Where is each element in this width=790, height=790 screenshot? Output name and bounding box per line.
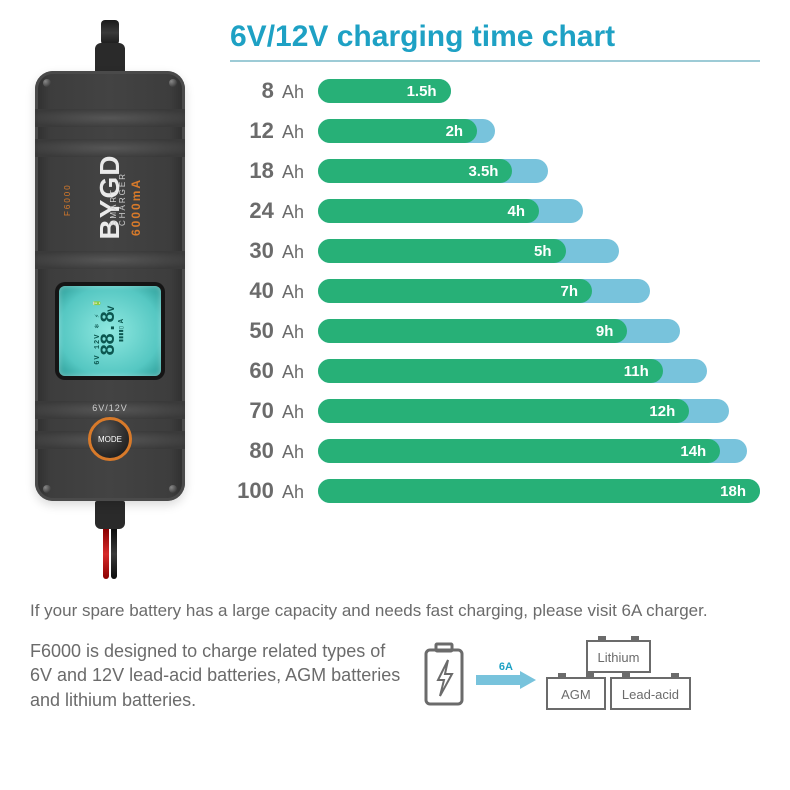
battery-type-box: Lead-acid <box>610 677 691 710</box>
capacity-label: 100 Ah <box>230 478 310 504</box>
caption-text: If your spare battery has a large capaci… <box>0 589 790 629</box>
chart-row: 8 Ah 1.5h <box>230 76 760 106</box>
chart-row: 12 Ah 2h <box>230 116 760 146</box>
chart-row: 30 Ah 5h <box>230 236 760 266</box>
bar-wrap: 5h <box>318 239 760 263</box>
battery-type-box: AGM <box>546 677 606 710</box>
bar-wrap: 3.5h <box>318 159 760 183</box>
device-lcd: 6V 12V ❄ ⚡ 🔋 88.8V ▮▮▮▮▯ A <box>59 286 161 376</box>
wire-black <box>111 529 117 579</box>
capacity-label: 70 Ah <box>230 398 310 424</box>
capacity-label: 40 Ah <box>230 278 310 304</box>
capacity-label: 18 Ah <box>230 158 310 184</box>
bar-foreground: 14h <box>318 439 720 463</box>
battery-bolt-icon <box>422 642 466 708</box>
wire-red <box>103 529 109 579</box>
chart-title: 6V/12V charging time chart <box>230 20 760 62</box>
chart-column: 6V/12V charging time chart 8 Ah 1.5h 12 Ah… <box>210 20 760 579</box>
bar-wrap: 2h <box>318 119 760 143</box>
bar-foreground: 7h <box>318 279 592 303</box>
chart-row: 18 Ah 3.5h <box>230 156 760 186</box>
mode-label: MODE <box>98 435 122 444</box>
screw-icon <box>169 485 177 493</box>
bar-wrap: 18h <box>318 479 760 503</box>
mode-button: MODE <box>88 417 132 461</box>
arrow-shape <box>476 671 536 689</box>
bar-wrap: 4h <box>318 199 760 223</box>
capacity-label: 30 Ah <box>230 238 310 264</box>
cable-top <box>101 20 119 45</box>
screw-icon <box>169 79 177 87</box>
charger-body: BYGD SMART CHARGER 6000mA F6000 6V 12V ❄… <box>35 71 185 501</box>
screw-icon <box>43 485 51 493</box>
device-volt-label: 6V/12V <box>35 403 185 413</box>
capacity-label: 12 Ah <box>230 118 310 144</box>
output-wires <box>103 529 117 579</box>
chart-row: 60 Ah 11h <box>230 356 760 386</box>
battery-type-box: Lithium <box>586 640 652 673</box>
bar-foreground: 1.5h <box>318 79 451 103</box>
bar-foreground: 18h <box>318 479 760 503</box>
cable-strain-relief <box>95 43 125 73</box>
device-illustration: BYGD SMART CHARGER 6000mA F6000 6V 12V ❄… <box>10 20 210 579</box>
page: BYGD SMART CHARGER 6000mA F6000 6V 12V ❄… <box>0 0 790 790</box>
bar-foreground: 9h <box>318 319 627 343</box>
bar-foreground: 12h <box>318 399 689 423</box>
chart-rows: 8 Ah 1.5h 12 Ah 2h 18 Ah 3.5h 24 Ah 4h 30 Ah 5h 40… <box>230 76 760 506</box>
battery-types: Lithium AGM Lead-acid <box>546 640 691 710</box>
device-subtext: SMART CHARGER <box>109 150 127 226</box>
capacity-label: 60 Ah <box>230 358 310 384</box>
bar-wrap: 12h <box>318 399 760 423</box>
chart-row: 50 Ah 9h <box>230 316 760 346</box>
bottom-icons: 6A Lithium AGM Lead-acid <box>422 640 760 710</box>
bar-foreground: 2h <box>318 119 477 143</box>
capacity-label: 80 Ah <box>230 438 310 464</box>
bar-foreground: 5h <box>318 239 566 263</box>
bottom-panel: F6000 is designed to charge related type… <box>0 629 790 732</box>
capacity-label: 24 Ah <box>230 198 310 224</box>
bar-wrap: 9h <box>318 319 760 343</box>
capacity-label: 50 Ah <box>230 318 310 344</box>
cable-strain-relief-bottom <box>95 501 125 529</box>
chart-row: 24 Ah 4h <box>230 196 760 226</box>
bar-wrap: 14h <box>318 439 760 463</box>
chart-row: 80 Ah 14h <box>230 436 760 466</box>
top-section: BYGD SMART CHARGER 6000mA F6000 6V 12V ❄… <box>0 0 790 589</box>
capacity-label: 8 Ah <box>230 78 310 104</box>
device-amperage: 6000mA <box>129 178 143 236</box>
bottom-description: F6000 is designed to charge related type… <box>30 639 402 712</box>
screw-icon <box>43 79 51 87</box>
bar-foreground: 3.5h <box>318 159 512 183</box>
bar-foreground: 11h <box>318 359 663 383</box>
device-model: F6000 <box>63 183 72 216</box>
bar-wrap: 11h <box>318 359 760 383</box>
chart-row: 100 Ah 18h <box>230 476 760 506</box>
chart-row: 40 Ah 7h <box>230 276 760 306</box>
arrow-icon: 6A <box>476 661 536 689</box>
chart-row: 70 Ah 12h <box>230 396 760 426</box>
lcd-readout: 6V 12V ❄ ⚡ 🔋 88.8V ▮▮▮▮▯ A <box>95 298 126 365</box>
bar-foreground: 4h <box>318 199 539 223</box>
bar-wrap: 7h <box>318 279 760 303</box>
bar-wrap: 1.5h <box>318 79 760 103</box>
